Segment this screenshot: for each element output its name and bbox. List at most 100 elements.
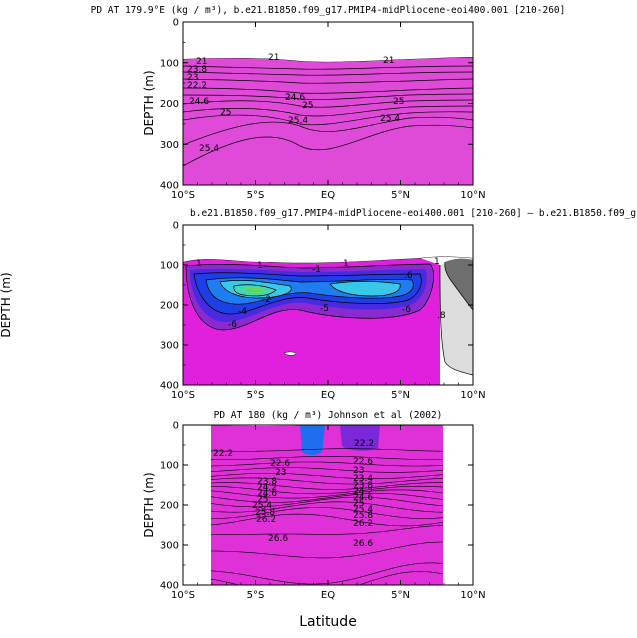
panel-a-title: PD AT 179.9°E (kg / m³), b.e21.B1850.f09… bbox=[91, 5, 566, 16]
panel-b-ocean-floor-gap bbox=[183, 225, 473, 263]
x-tick-label: 10°N bbox=[460, 190, 485, 201]
contour-label: 1 bbox=[196, 259, 202, 269]
y-tick-label: 100 bbox=[160, 58, 179, 69]
panel-c-ylabel: DEPTH (m) bbox=[142, 472, 156, 537]
x-axis-label: Latitude bbox=[299, 614, 357, 630]
contour-line bbox=[210, 448, 444, 452]
contour-label: .6 bbox=[404, 271, 413, 281]
panel-anomaly: b.e21.B1850.f09_g17.PMIP4-midPliocene-eo… bbox=[0, 208, 637, 401]
contour-line bbox=[210, 473, 444, 479]
contour-label: 26.6 bbox=[268, 534, 288, 544]
contour-line bbox=[210, 482, 443, 490]
contour-line bbox=[210, 485, 444, 495]
panel-b-plot-area: 1 1 1 1 -1 -2 -4 -5 -6 .6 -6 .8 bbox=[183, 225, 473, 385]
y-tick-label: 200 bbox=[160, 301, 179, 312]
x-tick-label: 5°S bbox=[247, 190, 265, 201]
contour-label: .8 bbox=[437, 311, 446, 321]
contour-label: 25.8 bbox=[353, 511, 373, 521]
contour-label: 25.8 bbox=[255, 508, 275, 518]
contour-label: 25 bbox=[257, 495, 268, 505]
y-tick-label: 0 bbox=[173, 421, 179, 432]
contour-label: 23 bbox=[187, 73, 198, 83]
contour-label: 1 bbox=[343, 259, 349, 269]
contour-line bbox=[210, 571, 444, 585]
contour-label: 25.4 bbox=[288, 116, 308, 126]
contour-label: 25.4 bbox=[199, 144, 219, 154]
x-tick-label: 5°N bbox=[391, 390, 410, 401]
panel-b-title: b.e21.B1850.f09_g17.PMIP4-midPliocene-eo… bbox=[190, 208, 637, 219]
band-b-darkgray bbox=[444, 258, 473, 310]
contour-label: 21 bbox=[268, 53, 279, 63]
x-tick-label: EQ bbox=[321, 190, 335, 201]
contour-label: -4 bbox=[238, 307, 247, 317]
contour-label: 25.4 bbox=[252, 501, 272, 511]
contour-line bbox=[210, 513, 444, 527]
contour-label: 24.2 bbox=[353, 487, 373, 497]
panel-c-title: PD AT 180 (kg / m³) Johnson et al (2002) bbox=[214, 410, 443, 421]
x-tick-label: 10°S bbox=[171, 590, 195, 601]
contour-label: 23.8 bbox=[257, 477, 277, 487]
y-tick-label: 100 bbox=[160, 261, 179, 272]
contour-label: -6 bbox=[402, 305, 411, 315]
panel-b-small-spot bbox=[283, 351, 297, 356]
contour-line bbox=[210, 467, 444, 473]
contour-label: 23.4 bbox=[353, 474, 373, 484]
panel-a-ylabel: DEPTH (m) bbox=[142, 70, 156, 135]
x-tick-label: 10°N bbox=[460, 390, 485, 401]
y-tick-label: 400 bbox=[160, 581, 179, 592]
band-c-purple-patch bbox=[340, 425, 380, 451]
contour-label: 22.2 bbox=[213, 449, 233, 459]
band-c-eq-blue bbox=[300, 425, 325, 455]
y-tick-label: 300 bbox=[160, 541, 179, 552]
contour-line bbox=[210, 524, 444, 536]
band-c-layer bbox=[211, 425, 443, 585]
contour-line bbox=[210, 456, 444, 460]
x-tick-label: 10°S bbox=[171, 190, 195, 201]
contour-line bbox=[210, 489, 444, 499]
contour-label: 22.6 bbox=[353, 457, 373, 467]
y-tick-label: 300 bbox=[160, 140, 179, 151]
contour-line bbox=[210, 501, 444, 513]
band-a-magenta bbox=[183, 57, 473, 185]
contour-label: 24.6 bbox=[257, 489, 277, 499]
contour-line bbox=[210, 477, 444, 485]
x-tick-label: EQ bbox=[321, 390, 335, 401]
x-tick-label: 10°S bbox=[171, 390, 195, 401]
contour-label: 25 bbox=[220, 108, 231, 118]
contour-label: 23.8 bbox=[353, 481, 373, 491]
panel-a-contours bbox=[183, 56, 473, 167]
contour-label: 26.2 bbox=[256, 515, 276, 525]
y-tick-label: 300 bbox=[160, 341, 179, 352]
contour-label: 23 bbox=[353, 466, 364, 476]
contour-label: 24.6 bbox=[189, 97, 209, 107]
contour-label: 24.2 bbox=[257, 483, 277, 493]
contour-label: 25 bbox=[393, 97, 404, 107]
x-tick-label: 10°N bbox=[460, 590, 485, 601]
band-b-cyan-2 bbox=[330, 281, 401, 296]
y-tick-label: 0 bbox=[173, 221, 179, 232]
contour-label: 22.2 bbox=[187, 81, 207, 91]
y-tick-label: 400 bbox=[160, 181, 179, 192]
contour-label: 23 bbox=[275, 468, 286, 478]
contour-label: 21 bbox=[383, 56, 394, 66]
x-tick-label: EQ bbox=[321, 590, 335, 601]
contour-line bbox=[210, 461, 444, 467]
contour-label: 21 bbox=[196, 57, 207, 67]
contour-label: 1 bbox=[434, 257, 440, 267]
y-tick-label: 0 bbox=[173, 18, 179, 29]
contour-label: -6 bbox=[228, 320, 237, 330]
panel-b-ylabel: DEPTH (m) bbox=[0, 272, 13, 337]
panel-observed-density: PD AT 180 (kg / m³) Johnson et al (2002)… bbox=[142, 410, 486, 630]
contour-label: 26.2 bbox=[353, 519, 373, 529]
x-tick-label: 5°S bbox=[247, 390, 265, 401]
y-tick-label: 200 bbox=[160, 501, 179, 512]
contour-line bbox=[211, 507, 444, 519]
contour-label: 26.6 bbox=[353, 539, 373, 549]
x-tick-label: 5°N bbox=[391, 190, 410, 201]
panel-a-plot-area: 21 21 21 25 25 25 24.6 24.6 25.4 25.4 25… bbox=[183, 22, 473, 185]
contour-label: 24.6 bbox=[353, 493, 373, 503]
panel-c-plot-area: 22.2 22.6 23 23.8 24.2 24.6 25 25.4 25.8… bbox=[183, 425, 473, 585]
contour-label: 22.6 bbox=[270, 459, 290, 469]
y-tick-label: 100 bbox=[160, 461, 179, 472]
